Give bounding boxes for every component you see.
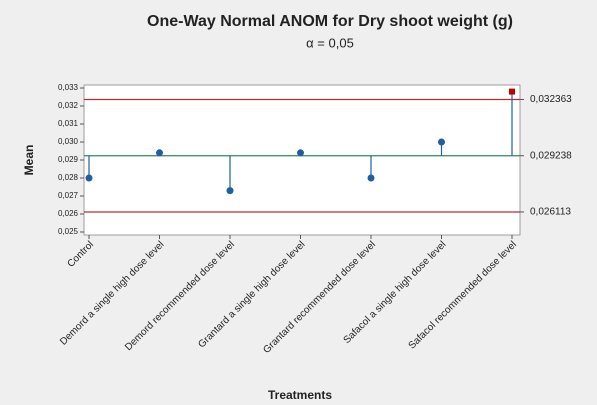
limit-label: 0,029238 xyxy=(530,150,572,161)
y-tick-label: 0,030 xyxy=(58,137,79,146)
y-axis-label: Mean xyxy=(22,145,36,176)
point xyxy=(297,149,304,157)
y-tick-label: 0,033 xyxy=(58,83,79,92)
point-out xyxy=(509,88,515,95)
point xyxy=(85,174,93,182)
chart-subtitle: α = 0,05 xyxy=(306,35,354,50)
chart-title: One-Way Normal ANOM for Dry shoot weight… xyxy=(147,13,513,30)
y-tick-label: 0,026 xyxy=(58,209,79,218)
y-tick-label: 0,031 xyxy=(58,119,79,128)
y-tick-label: 0,028 xyxy=(58,173,79,182)
y-tick-label: 0,029 xyxy=(58,155,79,164)
limit-label: 0,026113 xyxy=(530,207,571,218)
point xyxy=(226,187,234,195)
limit-label: 0,032363 xyxy=(530,94,572,105)
point xyxy=(367,174,375,182)
y-tick-label: 0,025 xyxy=(58,227,79,236)
y-tick-label: 0,027 xyxy=(58,191,79,200)
point xyxy=(156,149,163,157)
y-tick-label: 0,032 xyxy=(58,101,79,110)
point xyxy=(438,138,445,146)
plot-area xyxy=(83,84,521,236)
x-axis-label: Treatments xyxy=(268,388,332,402)
